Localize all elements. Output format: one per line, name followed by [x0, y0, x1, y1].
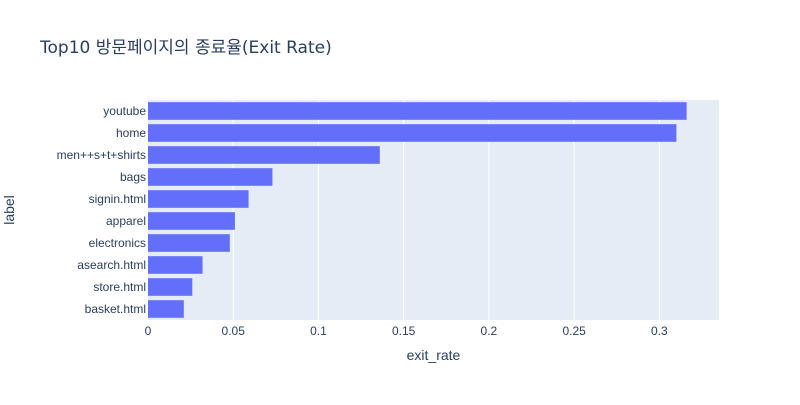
y-tick-label: youtube: [103, 104, 146, 118]
x-tick-label: 0.3: [651, 324, 668, 338]
bar-basket.html: [148, 300, 184, 318]
bar-men++s+t+shirts: [148, 146, 380, 164]
y-tick-label: asearch.html: [77, 258, 146, 272]
x-tick-label: 0.05: [222, 324, 246, 338]
y-axis-title: label: [1, 195, 17, 225]
x-tick-label: 0.15: [392, 324, 416, 338]
y-tick-label: bags: [120, 170, 146, 184]
x-axis-title: exit_rate: [407, 347, 461, 363]
y-tick-label: apparel: [106, 214, 146, 228]
x-tick-label: 0.2: [481, 324, 498, 338]
y-tick-labels: youtube home men++s+t+shirts bags signin.htm…: [57, 104, 147, 316]
bar-signin.html: [148, 190, 249, 208]
y-tick-label: signin.html: [89, 192, 146, 206]
x-tick-label: 0.1: [310, 324, 327, 338]
x-tick-label: 0.25: [562, 324, 586, 338]
x-tick-labels: 0 0.05 0.1 0.15 0.2 0.25 0.3: [145, 324, 668, 338]
bar-asearch.html: [148, 256, 203, 274]
y-tick-label: home: [116, 126, 146, 140]
bar-home: [148, 124, 677, 142]
bars: [148, 102, 687, 318]
bar-youtube: [148, 102, 687, 120]
bar-store.html: [148, 278, 193, 296]
chart-title: Top10 방문페이지의 종료율(Exit Rate): [40, 38, 332, 58]
y-tick-label: men++s+t+shirts: [57, 148, 146, 162]
bar-bags: [148, 168, 273, 186]
y-tick-label: store.html: [93, 280, 146, 294]
y-tick-label: basket.html: [85, 302, 146, 316]
y-tick-label: electronics: [89, 236, 146, 250]
bar-apparel: [148, 212, 235, 230]
x-tick-label: 0: [145, 324, 152, 338]
bar-electronics: [148, 234, 230, 252]
